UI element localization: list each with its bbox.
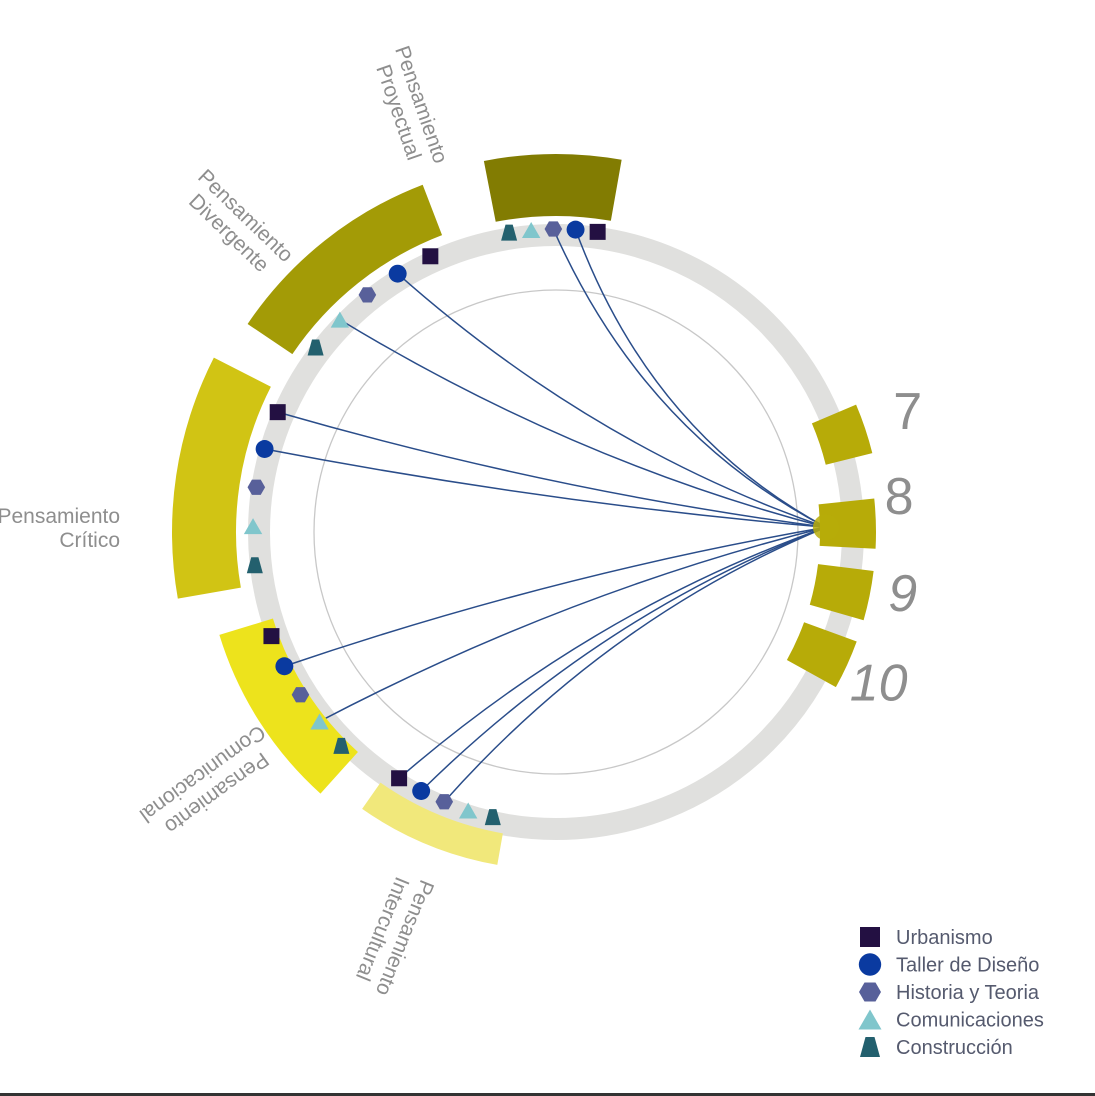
connection-line <box>319 526 827 723</box>
marker-circle-proyectual <box>566 220 585 239</box>
legend-circle-icon <box>858 953 882 976</box>
marker-square-comunicacional <box>263 628 280 645</box>
connection-line <box>264 448 827 529</box>
connection-line <box>443 526 827 803</box>
semester-label-8: 8 <box>885 468 914 526</box>
semester-label-7: 7 <box>893 383 922 441</box>
marker-trapezoid-intercultural <box>484 809 501 826</box>
category-arcs: PensamientoProyectual PensamientoDivergen… <box>0 43 622 999</box>
marker-trapezoid-divergente <box>307 339 324 356</box>
category-label-critico: Pensamiento Crítico <box>0 505 120 552</box>
category-arc-critico <box>172 357 271 599</box>
connection-line <box>552 228 827 528</box>
marker-hexagon-comunicacional <box>291 687 310 703</box>
connection-line <box>397 273 827 528</box>
marker-triangle-proyectual <box>521 222 541 239</box>
connection-line <box>420 526 827 792</box>
marker-circle-comunicacional <box>275 657 294 676</box>
connection-line <box>339 318 827 529</box>
marker-triangle-critico <box>243 518 263 535</box>
marker-triangle-comunicacional <box>310 713 329 730</box>
category-label-divergente: PensamientoDivergente <box>177 165 298 284</box>
marker-circle-critico <box>255 440 274 458</box>
marker-trapezoid-critico <box>246 557 263 574</box>
marker-hexagon-critico <box>247 479 266 495</box>
legend-label-taller-de-diseno: Taller de Diseño <box>896 955 1039 977</box>
legend-label-historia-y-teoria: Historia y Teoria <box>896 982 1040 1004</box>
semester-label-9: 9 <box>888 565 917 623</box>
category-label-comunicacional: PensamientoComunicacional <box>135 720 284 846</box>
bottom-rule <box>0 1093 1095 1096</box>
marker-hexagon-proyectual <box>544 221 563 237</box>
connection-line <box>277 411 827 529</box>
legend-square-icon <box>860 927 880 947</box>
marker-square-intercultural <box>391 770 408 787</box>
semester-arc-7 <box>811 404 873 465</box>
connection-line <box>574 229 827 528</box>
subject-markers <box>243 220 606 826</box>
semester-arc-9 <box>809 564 874 621</box>
inner-circle <box>313 289 799 775</box>
marker-square-proyectual <box>589 223 606 240</box>
legend-label-construccion: Construcción <box>896 1037 1013 1059</box>
connection-line <box>284 526 827 667</box>
category-arc-divergente <box>247 184 443 355</box>
legend-triangle-icon <box>858 1009 882 1030</box>
marker-triangle-divergente <box>330 311 350 328</box>
marker-circle-divergente <box>388 264 407 283</box>
marker-trapezoid-comunicacional <box>333 737 350 754</box>
category-arc-proyectual <box>483 154 622 222</box>
marker-square-divergente <box>422 248 439 265</box>
connection-lines <box>264 228 827 803</box>
marker-hexagon-divergente <box>358 287 377 303</box>
category-label-proyectual: PensamientoProyectual <box>367 43 451 174</box>
marker-square-critico <box>269 404 286 421</box>
marker-hexagon-intercultural <box>435 794 454 810</box>
semester-arc-10 <box>786 622 857 688</box>
legend-label-urbanismo: Urbanismo <box>896 927 993 949</box>
marker-trapezoid-proyectual <box>501 224 518 241</box>
legend-label-comunicaciones: Comunicaciones <box>896 1010 1044 1032</box>
legend-trapezoid-icon <box>860 1037 880 1057</box>
marker-circle-intercultural <box>412 782 431 800</box>
marker-triangle-intercultural <box>458 802 478 819</box>
category-label-intercultural: PensamientoIntercultural <box>349 868 438 999</box>
legend: Urbanismo Taller de Diseño Historia y Teor… <box>858 927 1044 1059</box>
connection-line <box>398 526 827 779</box>
legend-hexagon-icon <box>859 982 881 1002</box>
focus-semester-dot <box>812 514 839 541</box>
category-arc-intercultural <box>362 782 503 865</box>
semester-arcs: 7 8 9 10 <box>786 383 922 712</box>
category-arc-comunicacional <box>219 618 358 794</box>
semester-label-10: 10 <box>850 654 908 712</box>
